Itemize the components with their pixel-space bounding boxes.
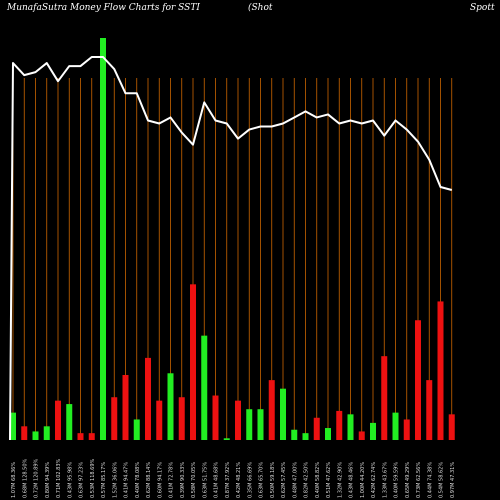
x-tick-label: 1.33M 43.67% [382, 462, 388, 498]
x-tick-label: 0.80M 94.39% [45, 462, 51, 498]
money-flow-bar [347, 414, 354, 440]
money-flow-bar [100, 38, 106, 440]
money-flow-bar [392, 412, 399, 440]
money-flow-bar [167, 373, 174, 440]
money-flow-bar [21, 426, 28, 440]
money-flow-bar [178, 397, 185, 440]
money-flow-bar [426, 380, 433, 440]
x-tick-label: 1.32M 42.90% [337, 462, 343, 498]
money-flow-bar [111, 397, 118, 440]
money-flow-bar [235, 400, 241, 440]
x-tick-label: 0.62M 57.45% [281, 462, 287, 498]
money-flow-bar [10, 412, 16, 440]
x-tick-label: 0.97M 47.31% [450, 462, 456, 498]
money-flow-bar [448, 414, 455, 440]
x-tick-label: 0.87M 37.92% [225, 462, 231, 498]
x-tick-label: 0.63M 65.70% [259, 462, 265, 498]
chart-title: MunafaSutra Money Flow Charts for SSTI [7, 3, 200, 13]
money-flow-bar [212, 395, 219, 440]
money-flow-bar [32, 431, 39, 440]
company-name-end: Spott [470, 3, 495, 13]
x-tick-label: 0.62M 88.14% [146, 462, 152, 498]
money-flow-bar [201, 335, 208, 440]
price-line [9, 56, 453, 441]
x-tick-label: 0.82M 42.50% [304, 462, 310, 498]
x-tick-label: 0.72M 120.89% [34, 458, 40, 498]
money-flow-bar [145, 357, 151, 440]
x-tick-label: 0.57M 85.17% [101, 462, 107, 498]
x-tick-label: 1.00M 44.20% [360, 462, 366, 498]
x-tick-label: 1.07M 68.36% [11, 462, 17, 498]
money-flow-bar [358, 431, 365, 440]
money-flow-bar [291, 429, 298, 440]
money-flow-bar [302, 433, 309, 440]
x-tick-label: 0.42M 62.74% [371, 462, 377, 498]
x-tick-label: 0.41M 72.78% [169, 462, 175, 498]
money-flow-bar [223, 438, 230, 440]
x-tick-label: 0.53M 118.69% [90, 458, 96, 498]
money-flow-bar [88, 433, 95, 440]
money-flow-bar [77, 433, 84, 440]
x-tick-label: 0.68M 128.50% [22, 458, 28, 498]
x-tick-label: 0.63M 97.23% [79, 462, 85, 498]
money-flow-bar [156, 400, 163, 440]
x-tick-label: 0.54M 58.62% [439, 462, 445, 498]
x-tick-label: 0.43M 95.98% [67, 462, 73, 498]
money-flow-bar [66, 404, 73, 440]
money-flow-bar [370, 422, 376, 440]
x-tick-label: 0.51M 47.62% [326, 462, 332, 498]
x-tick-label: 0.71M 102.83% [56, 458, 62, 498]
money-flow-bar [133, 419, 140, 440]
x-tick-label: 0.40M 78.08% [135, 462, 141, 498]
x-tick-label: 0.50M 59.18% [270, 462, 276, 498]
money-flow-bar [336, 410, 343, 440]
money-flow-bar [257, 409, 264, 440]
x-tick-label: 0.43M 48.46% [349, 462, 355, 498]
x-tick-label: 0.44M 74.38% [427, 462, 433, 498]
x-tick-label: 0.73M 62.56% [416, 462, 422, 498]
money-flow-bar [381, 356, 388, 440]
x-tick-label: 0.60M 94.17% [157, 462, 163, 498]
money-flow-bar [280, 388, 286, 440]
x-tick-label: 0.40M 59.59% [394, 462, 400, 498]
money-flow-bar [55, 400, 61, 440]
money-flow-bar [313, 417, 320, 440]
x-tick-label: 0.65M 49.29% [405, 462, 411, 498]
x-tick-label: 0.41M 48.68% [214, 462, 220, 498]
money-flow-bar [403, 419, 410, 440]
money-flow-bar [437, 301, 444, 440]
x-tick-label: 0.39M 90.33% [180, 462, 186, 498]
money-flow-bar [268, 380, 275, 440]
money-flow-bar [246, 409, 253, 440]
company-name: (Shot [248, 3, 273, 13]
money-flow-bar [190, 284, 196, 440]
money-flow-bar [43, 426, 50, 440]
x-tick-label: 0.48M 47.00% [292, 462, 298, 498]
x-tick-label: 0.58M 70.05% [191, 462, 197, 498]
x-tick-label: 1.52M 36.06% [112, 462, 118, 498]
chart-header: MunafaSutra Money Flow Charts for SSTI (… [0, 3, 500, 19]
x-tick-label: 0.41M 94.47% [124, 462, 130, 498]
money-flow-bar [325, 428, 331, 440]
money-flow-bar [122, 374, 129, 440]
x-tick-label: 0.63M 51.75% [202, 462, 208, 498]
money-flow-bar [415, 320, 421, 440]
x-tick-label: 0.35M 66.69% [247, 462, 253, 498]
x-tick-label: 0.42M 48.21% [236, 462, 242, 498]
x-tick-label: 0.40M 58.82% [315, 462, 321, 498]
